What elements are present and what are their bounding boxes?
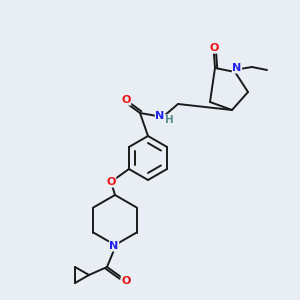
Text: O: O: [121, 276, 131, 286]
Text: N: N: [232, 63, 242, 73]
Text: N: N: [110, 241, 118, 251]
Text: O: O: [209, 43, 219, 53]
Text: O: O: [106, 177, 116, 187]
Text: N: N: [155, 111, 165, 121]
Text: O: O: [121, 95, 131, 105]
Text: H: H: [165, 115, 173, 125]
